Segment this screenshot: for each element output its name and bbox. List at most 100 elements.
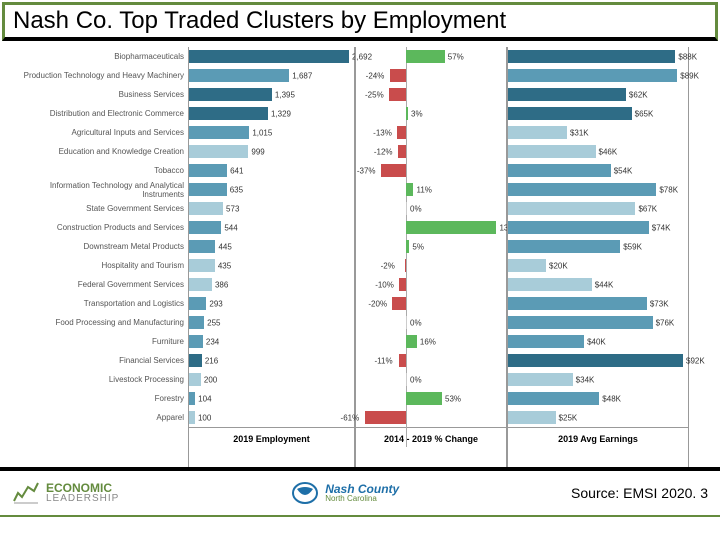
earnings-bar	[508, 240, 620, 253]
change-value: -2%	[381, 261, 395, 270]
category-label: Information Technology and Analytical In…	[8, 180, 188, 199]
earnings-bar-row: $92K	[508, 351, 688, 370]
earnings-bar	[508, 126, 567, 139]
change-bar-row: -2%	[356, 256, 506, 275]
change-bar	[406, 50, 445, 63]
earnings-value: $78K	[659, 185, 678, 194]
employment-bar-row: 635	[189, 180, 354, 199]
employment-bar	[189, 354, 202, 367]
employment-bar-row: 2,692	[189, 47, 354, 66]
change-value: 3%	[411, 109, 423, 118]
employment-bar	[189, 69, 289, 82]
employment-value: 293	[209, 299, 222, 308]
category-label: State Government Services	[8, 199, 188, 218]
category-label: Apparel	[8, 408, 188, 427]
employment-value: 999	[251, 147, 264, 156]
earnings-bar-row: $25K	[508, 408, 688, 427]
category-label: Furniture	[8, 332, 188, 351]
economic-leadership-logo: ECONOMIC LEADERSHIP	[12, 481, 119, 505]
source-text: Source: EMSI 2020. 3	[571, 485, 708, 501]
employment-axis-title: 2019 Employment	[189, 427, 354, 444]
change-bar	[405, 259, 406, 272]
employment-value: 255	[207, 318, 220, 327]
earnings-value: $59K	[623, 242, 642, 251]
earnings-bar-row: $20K	[508, 256, 688, 275]
earnings-bar	[508, 202, 635, 215]
change-column: 57%-24%-25%3%-13%-12%-37%11%0%133%5%-2%-…	[355, 47, 507, 467]
change-bar-row: 0%	[356, 199, 506, 218]
earnings-bar-row: $54K	[508, 161, 688, 180]
change-bar-row: 5%	[356, 237, 506, 256]
change-value: 0%	[410, 375, 422, 384]
employment-value: 104	[198, 394, 211, 403]
employment-bar-row: 216	[189, 351, 354, 370]
change-bar-row: -10%	[356, 275, 506, 294]
earnings-bar	[508, 183, 656, 196]
employment-bar-row: 386	[189, 275, 354, 294]
change-value: 53%	[445, 394, 461, 403]
employment-bar	[189, 259, 215, 272]
category-label: Food Processing and Manufacturing	[8, 313, 188, 332]
earnings-bar-row: $78K	[508, 180, 688, 199]
employment-bar-row: 445	[189, 237, 354, 256]
employment-value: 200	[204, 375, 217, 384]
change-bar	[390, 69, 406, 82]
employment-bar	[189, 411, 195, 424]
nash-county-logo: Nash County North Carolina	[291, 481, 399, 505]
change-bar-row: -11%	[356, 351, 506, 370]
footer: ECONOMIC LEADERSHIP Nash County North Ca…	[0, 467, 720, 517]
employment-value: 386	[215, 280, 228, 289]
employment-value: 435	[218, 261, 231, 270]
employment-bar	[189, 202, 223, 215]
change-value: 0%	[410, 318, 422, 327]
change-bar	[398, 145, 406, 158]
earnings-value: $76K	[656, 318, 675, 327]
employment-bar	[189, 278, 212, 291]
earnings-bar-row: $34K	[508, 370, 688, 389]
earnings-bar-row: $67K	[508, 199, 688, 218]
employment-value: 573	[226, 204, 239, 213]
category-label: Federal Government Services	[8, 275, 188, 294]
earnings-bar-row: $65K	[508, 104, 688, 123]
earnings-column: $88K$89K$62K$65K$31K$46K$54K$78K$67K$74K…	[507, 47, 689, 467]
earnings-bar-row: $88K	[508, 47, 688, 66]
employment-bar	[189, 297, 206, 310]
category-label: Forestry	[8, 389, 188, 408]
change-bar	[406, 373, 407, 386]
earnings-value: $67K	[638, 204, 657, 213]
earnings-value: $46K	[599, 147, 618, 156]
earnings-value: $92K	[686, 356, 705, 365]
nash-icon	[291, 481, 319, 505]
employment-bar	[189, 50, 349, 63]
earnings-bar	[508, 297, 647, 310]
earnings-bar	[508, 411, 556, 424]
change-bar-row: 0%	[356, 370, 506, 389]
change-bar-row: 11%	[356, 180, 506, 199]
change-value: -20%	[368, 299, 387, 308]
change-value: -25%	[365, 90, 384, 99]
change-bar-row: 3%	[356, 104, 506, 123]
earnings-bar	[508, 259, 546, 272]
earnings-bar	[508, 373, 573, 386]
change-bar-row: -24%	[356, 66, 506, 85]
employment-bar	[189, 335, 203, 348]
change-bar-row: -25%	[356, 85, 506, 104]
earnings-bar-row: $73K	[508, 294, 688, 313]
category-label: Production Technology and Heavy Machiner…	[8, 66, 188, 85]
earnings-bar-row: $40K	[508, 332, 688, 351]
change-bar	[406, 221, 496, 234]
employment-bar-row: 104	[189, 389, 354, 408]
employment-value: 445	[218, 242, 231, 251]
category-label: Hospitality and Tourism	[8, 256, 188, 275]
change-bar	[392, 297, 406, 310]
change-value: -11%	[375, 356, 393, 365]
employment-value: 544	[224, 223, 237, 232]
employment-bar-row: 1,329	[189, 104, 354, 123]
change-bar	[406, 202, 407, 215]
earnings-bar	[508, 107, 632, 120]
earnings-bar-row: $59K	[508, 237, 688, 256]
employment-bar	[189, 164, 227, 177]
change-axis-title: 2014 - 2019 % Change	[356, 427, 506, 444]
category-label: Biopharmaceuticals	[8, 47, 188, 66]
employment-bar-row: 544	[189, 218, 354, 237]
